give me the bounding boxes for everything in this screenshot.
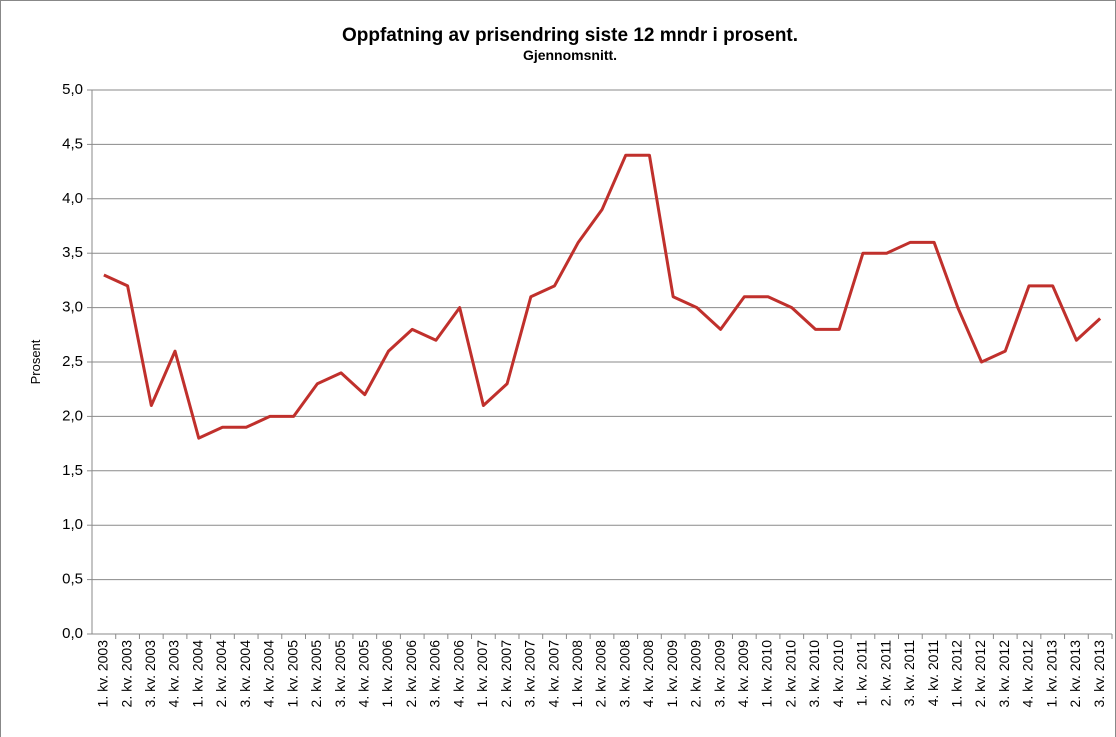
x-tick-label: 1. kv. 2008 bbox=[569, 640, 585, 708]
x-tick-label: 2. kv. 2008 bbox=[593, 640, 609, 708]
x-tick-label: 3. kv. 2011 bbox=[901, 640, 917, 707]
y-tick-label: 5,0 bbox=[62, 81, 83, 98]
x-tick-label: 1. kv. 2013 bbox=[1043, 640, 1059, 708]
x-tick-label: 4. kv. 2004 bbox=[261, 640, 277, 708]
x-tick-label: 3. kv. 2005 bbox=[332, 640, 348, 708]
x-tick-label: 2. kv. 2005 bbox=[308, 640, 324, 708]
y-tick-label: 3,0 bbox=[62, 299, 83, 316]
y-tick-label: 0,5 bbox=[62, 571, 83, 588]
x-tick-label: 1. kv. 2010 bbox=[759, 640, 775, 708]
x-tick-label: 3. kv. 2006 bbox=[427, 640, 443, 708]
x-tick-label: 3. kv. 2003 bbox=[142, 640, 158, 708]
x-tick-label: 4. kv. 2005 bbox=[355, 640, 371, 708]
x-tick-label: 1. kv. 2007 bbox=[474, 640, 490, 708]
x-tick-label: 4. kv. 2010 bbox=[830, 640, 846, 708]
y-tick-label: 4,5 bbox=[62, 135, 83, 152]
x-tick-label: 3. kv. 2007 bbox=[522, 640, 538, 708]
x-tick-label: 1. kv. 2006 bbox=[379, 640, 395, 708]
y-tick-label: 1,5 bbox=[62, 462, 83, 479]
x-tick-label: 3. kv. 2008 bbox=[616, 640, 632, 708]
x-tick-label: 2. kv. 2009 bbox=[688, 640, 704, 708]
y-tick-label: 2,0 bbox=[62, 407, 83, 424]
x-tick-label: 3. kv. 2010 bbox=[806, 640, 822, 708]
x-tick-label: 2. kv. 2007 bbox=[498, 640, 514, 708]
x-tick-label: 2. kv. 2011 bbox=[877, 640, 893, 707]
x-tick-label: 2. kv. 2004 bbox=[213, 640, 229, 708]
y-tick-label: 1,0 bbox=[62, 516, 83, 533]
x-tick-label: 4. kv. 2009 bbox=[735, 640, 751, 708]
x-tick-label: 4. kv. 2006 bbox=[450, 640, 466, 708]
x-tick-label: 1. kv. 2003 bbox=[95, 640, 111, 708]
chart-title: Oppfatning av prisendring siste 12 mndr … bbox=[342, 25, 798, 46]
x-tick-label: 2. kv. 2010 bbox=[782, 640, 798, 708]
x-tick-label: 4. kv. 2007 bbox=[545, 640, 561, 708]
x-tick-label: 1. kv. 2004 bbox=[189, 640, 205, 708]
x-tick-label: 3. kv. 2012 bbox=[996, 640, 1012, 708]
data-line bbox=[103, 153, 1102, 440]
x-tick-label: 4. kv. 2012 bbox=[1020, 640, 1036, 708]
x-tick-label: 3. kv. 2013 bbox=[1091, 640, 1107, 708]
x-tick-label: 4. kv. 2003 bbox=[166, 640, 182, 708]
x-tick-label: 1. kv. 2011 bbox=[854, 640, 870, 707]
x-tick-label: 2. kv. 2003 bbox=[118, 640, 134, 708]
y-tick-label: 3,5 bbox=[62, 244, 83, 261]
x-tick-label: 3. kv. 2009 bbox=[711, 640, 727, 708]
y-tick-label: 2,5 bbox=[62, 353, 83, 370]
x-tick-label: 2. kv. 2012 bbox=[972, 640, 988, 708]
x-tick-label: 2. kv. 2006 bbox=[403, 640, 419, 708]
chart-subtitle: Gjennomsnitt. bbox=[523, 47, 617, 63]
y-tick-label: 0,0 bbox=[62, 625, 83, 642]
x-tick-label: 2. kv. 2013 bbox=[1067, 640, 1083, 708]
x-tick-label: 1. kv. 2012 bbox=[949, 640, 965, 708]
x-tick-label: 1. kv. 2005 bbox=[284, 640, 300, 708]
x-tick-label: 4. kv. 2011 bbox=[925, 640, 941, 707]
y-axis-label: Prosent bbox=[28, 339, 43, 384]
x-tick-label: 4. kv. 2008 bbox=[640, 640, 656, 708]
y-tick-label: 4,0 bbox=[62, 190, 83, 207]
x-tick-label: 3. kv. 2004 bbox=[237, 640, 253, 708]
x-tick-label: 1. kv. 2009 bbox=[664, 640, 680, 708]
